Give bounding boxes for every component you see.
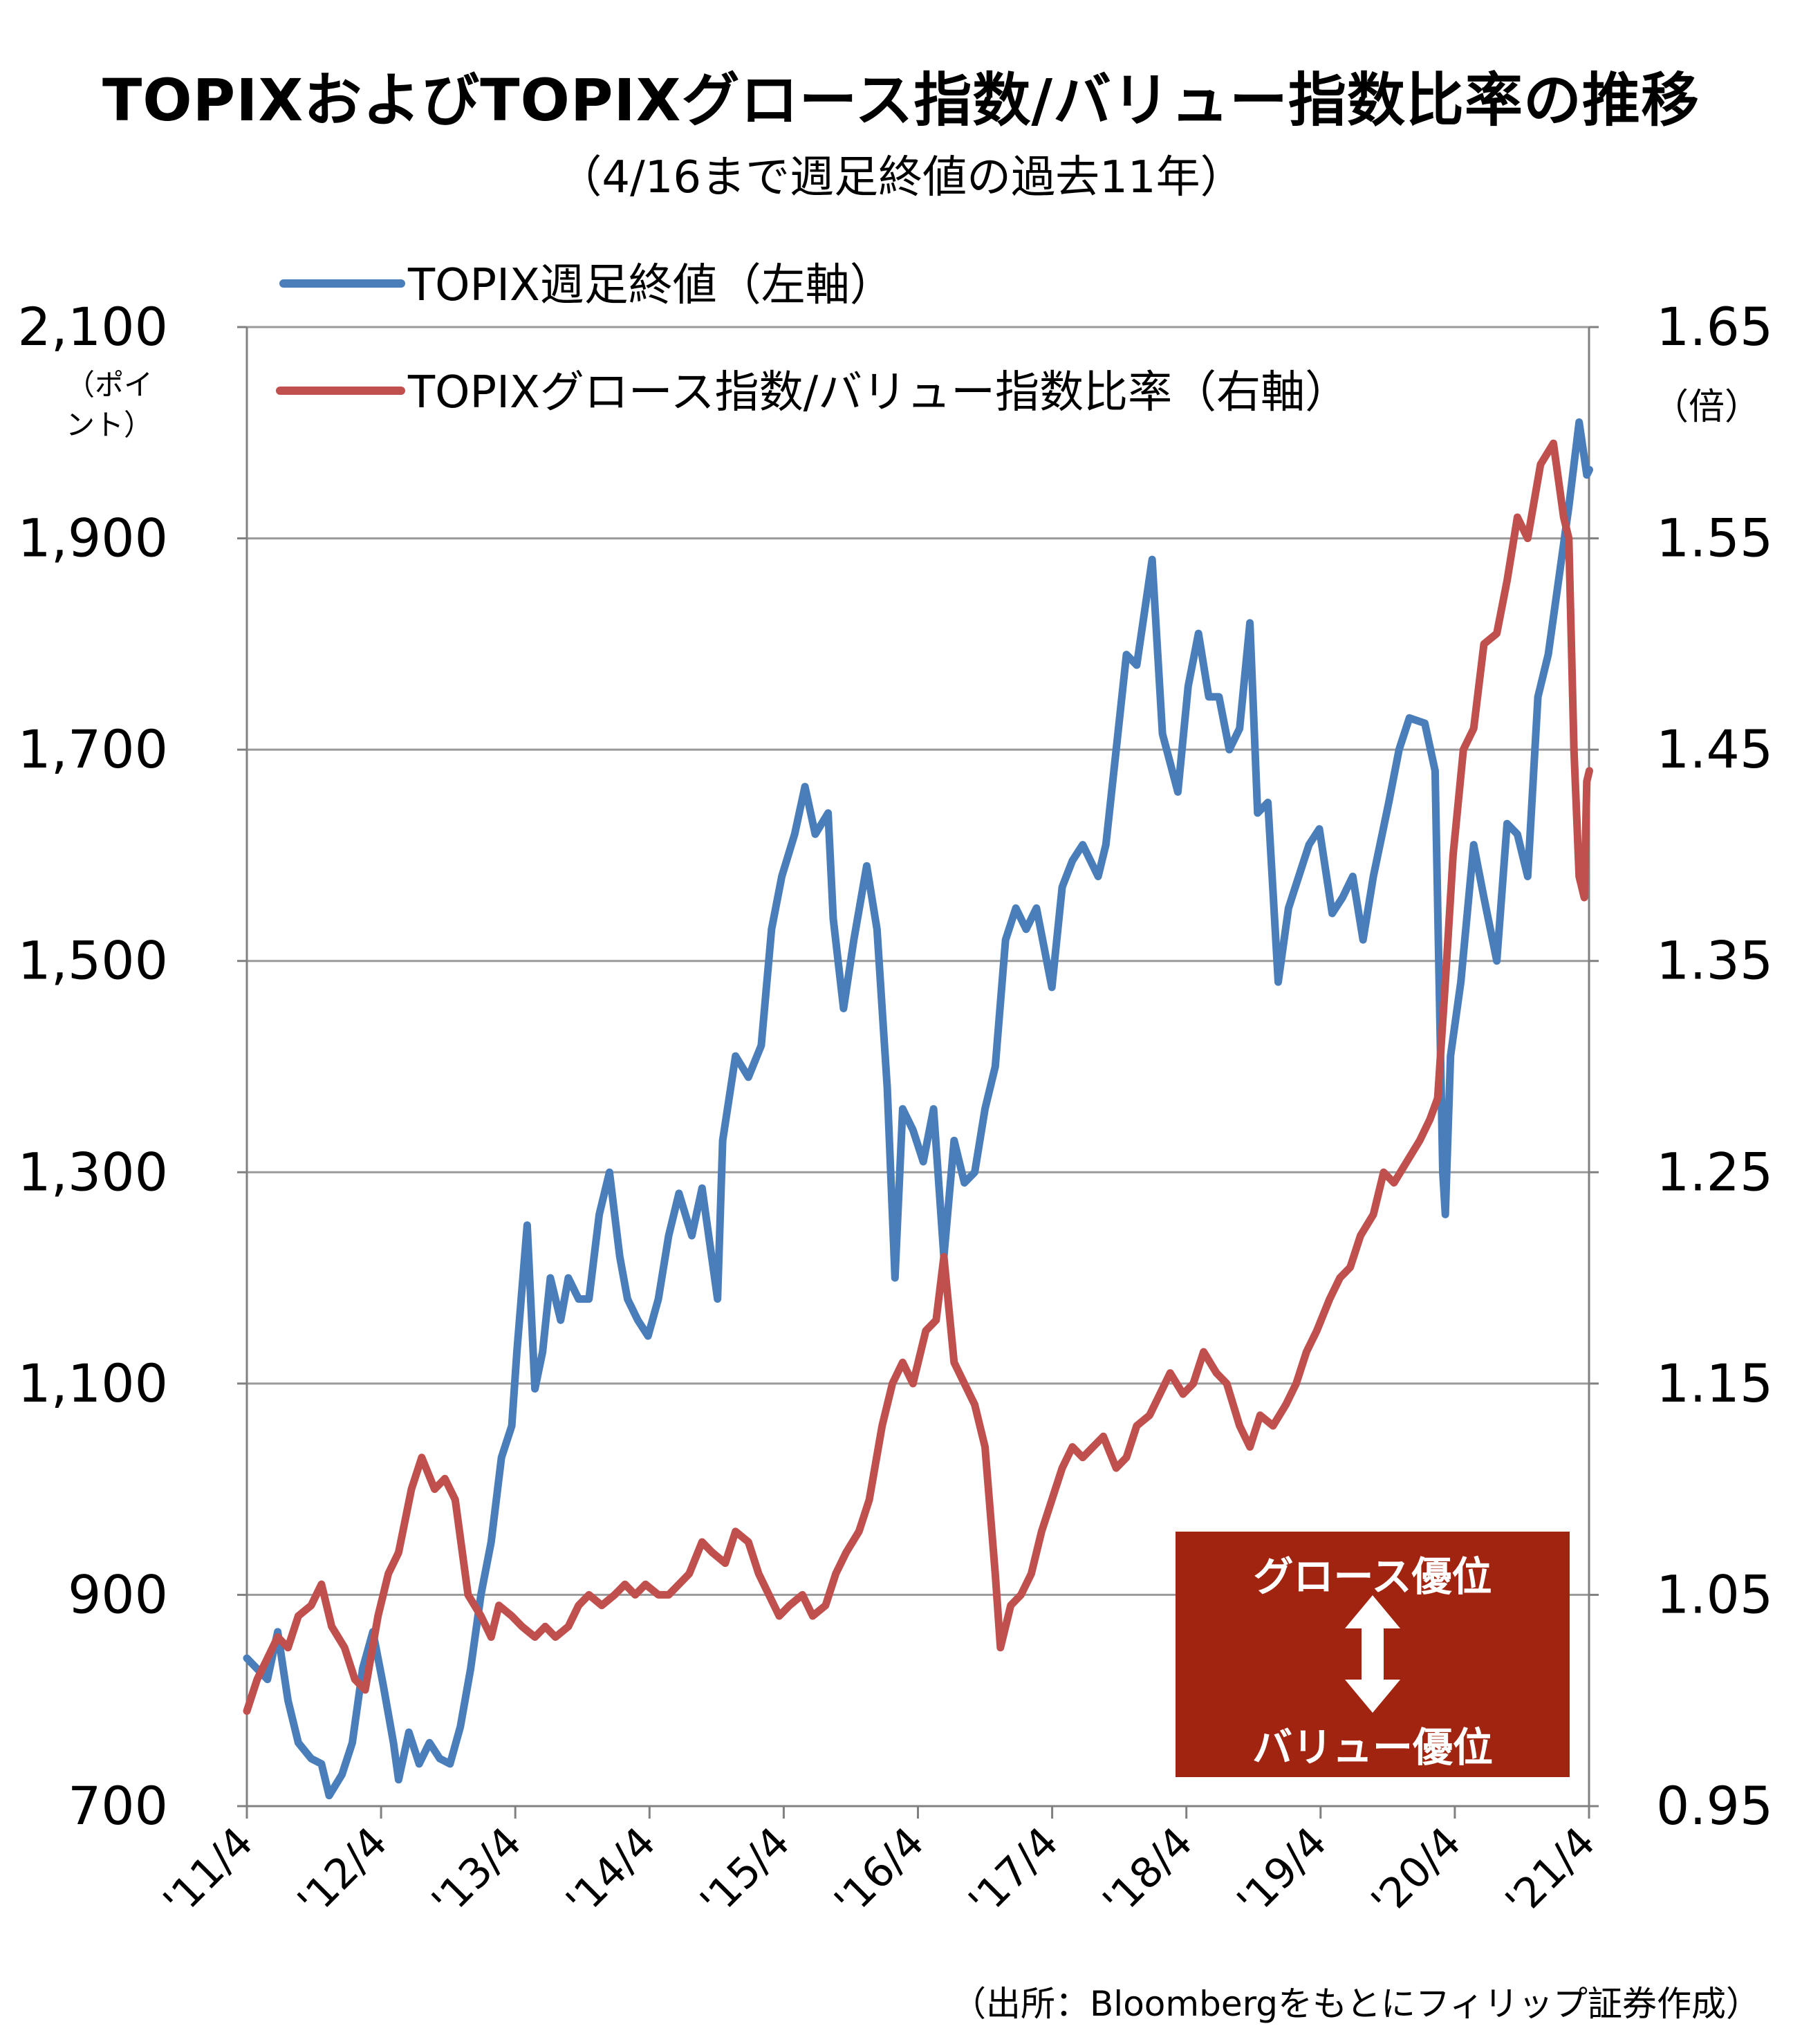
x-tick-label: '18/4 [1094, 1818, 1202, 1926]
legend-label: TOPIX週足終値（左軸） [407, 260, 894, 311]
x-tick-label: '14/4 [557, 1818, 665, 1926]
y-left-tick-label: 1,900 [17, 508, 168, 569]
y-left-tick-label: 2,100 [17, 296, 168, 357]
left-axis-unit-line-2: ント） [66, 408, 154, 442]
y-right-tick-label: 1.05 [1656, 1563, 1773, 1625]
x-tick-label: '21/4 [1496, 1818, 1604, 1926]
y-right-tick-label: 1.55 [1656, 508, 1773, 569]
up-down-arrow-icon [1345, 1595, 1400, 1713]
x-tick-label: '11/4 [154, 1818, 262, 1926]
x-tick-label: '15/4 [691, 1818, 799, 1926]
right-axis-unit: （倍） [1653, 387, 1761, 428]
annotation-box: グロース優位 バリュー優位 [1176, 1532, 1570, 1777]
x-tick-label: '19/4 [1228, 1818, 1336, 1926]
legend-label: TOPIXグロース指数/バリュー指数比率（右軸） [407, 367, 1349, 418]
y-right-tick-label: 1.15 [1656, 1353, 1773, 1414]
x-tick-label: '13/4 [422, 1818, 530, 1926]
y-right-tick-label: 1.35 [1656, 930, 1773, 992]
left-axis-unit: （ポイ ント） [66, 365, 153, 445]
y-left-tick-label: 1,100 [17, 1353, 168, 1414]
chart-title: TOPIXおよびTOPIXグロース指数/バリュー指数比率の推移 [102, 66, 1700, 134]
annotation-value-label: バリュー優位 [1252, 1724, 1493, 1771]
y-left-tick-label: 1,300 [17, 1141, 168, 1202]
y-right-tick-label: 0.95 [1656, 1775, 1773, 1837]
y-left-tick-label: 900 [68, 1563, 168, 1625]
x-tick-label: '17/4 [960, 1818, 1068, 1926]
y-right-tick-label: 1.25 [1656, 1141, 1773, 1202]
y-left-tick-label: 1,500 [17, 930, 168, 992]
x-tick-label: '20/4 [1362, 1818, 1470, 1926]
y-left-tick-label: 700 [68, 1775, 168, 1837]
chart-subtitle: （4/16まで週足終値の過去11年） [557, 152, 1245, 203]
topix-line [243, 418, 1593, 1800]
left-axis-unit-line-1: （ポイ [66, 368, 154, 402]
x-tick-label: '12/4 [288, 1818, 396, 1926]
x-tick-label: '16/4 [826, 1818, 933, 1926]
y-right-tick-label: 1.65 [1656, 296, 1773, 357]
y-left-tick-label: 1,700 [17, 718, 168, 780]
annotation-growth-label: グロース優位 [1253, 1553, 1492, 1600]
source-note: （出所：Bloombergをもとにフィリップ証券作成） [951, 1984, 1761, 2024]
growth-value-ratio-line [243, 439, 1593, 1715]
y-right-tick-label: 1.45 [1656, 718, 1773, 780]
